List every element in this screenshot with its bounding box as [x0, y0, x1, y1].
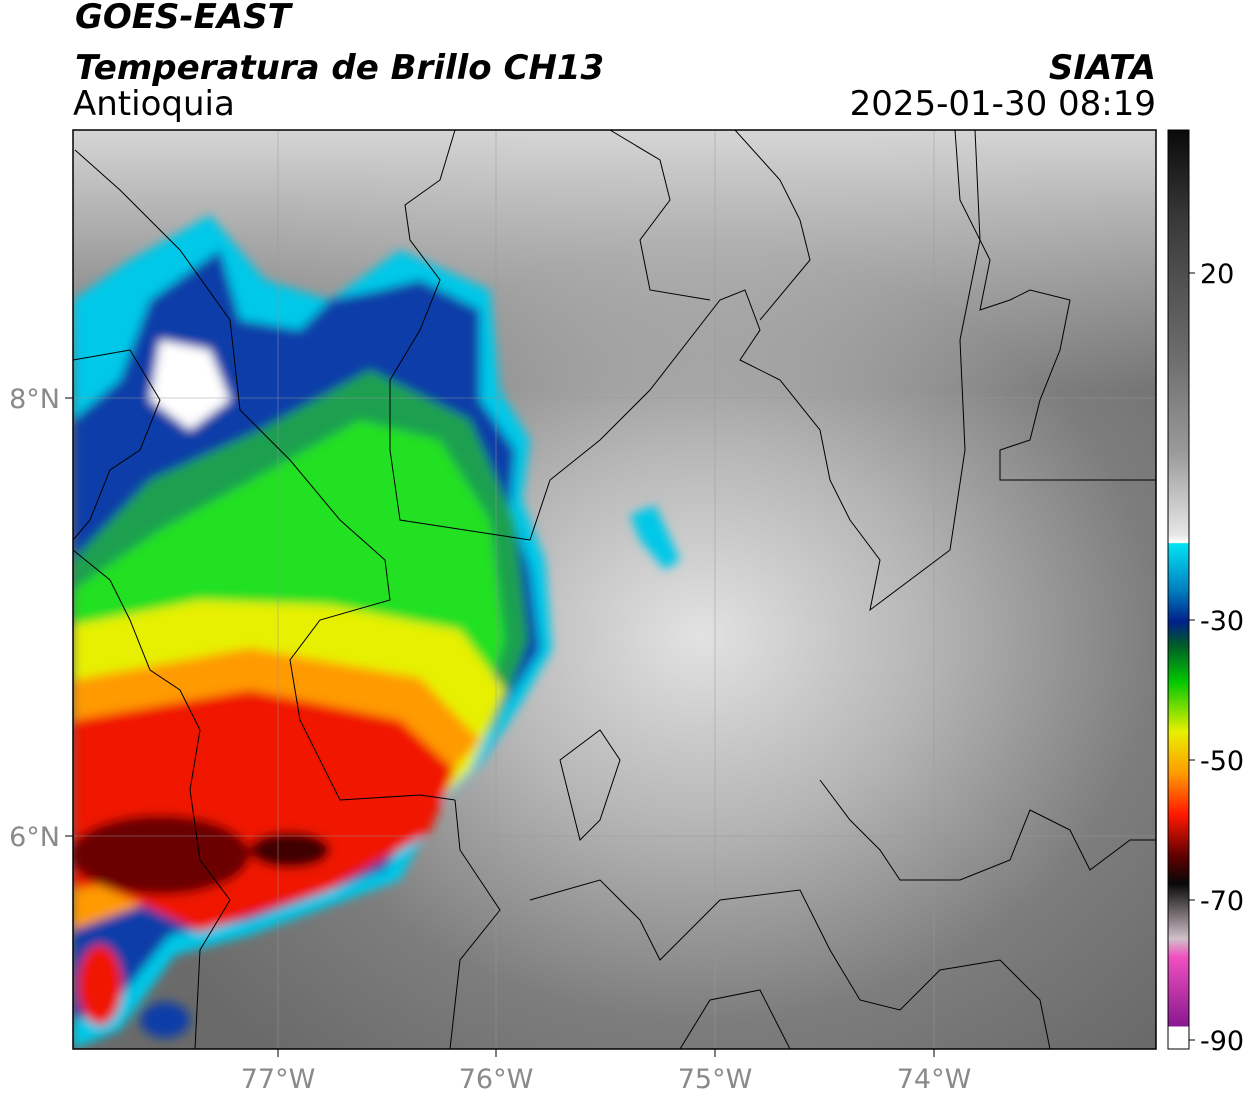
lon-label: 76°W: [459, 1064, 534, 1095]
colorbar-label: -90: [1200, 1026, 1244, 1057]
datetime: 2025-01-30 08:19: [850, 84, 1156, 124]
colorbar-label: -50: [1200, 746, 1244, 777]
axis-ticks: [65, 397, 935, 1057]
satellite-image: [73, 130, 1156, 1049]
source: SIATA: [1049, 48, 1156, 88]
subtitle: Temperatura de Brillo CH13: [75, 48, 604, 88]
region: Antioquia: [73, 84, 235, 124]
lon-label: 75°W: [678, 1064, 753, 1095]
map-frame: [72, 129, 1157, 1050]
lat-label: 8°N: [9, 384, 60, 415]
colorbar-label: 20: [1200, 259, 1234, 290]
lon-label: 77°W: [241, 1064, 316, 1095]
lat-label: 6°N: [9, 822, 60, 853]
title: GOES-EAST: [75, 0, 294, 37]
lon-label: 74°W: [897, 1064, 972, 1095]
colorbar-label: -70: [1200, 886, 1244, 917]
colorbar: [1167, 129, 1190, 1050]
colorbar-label: -30: [1200, 606, 1244, 637]
colorbar-ticks: [1189, 272, 1195, 1041]
